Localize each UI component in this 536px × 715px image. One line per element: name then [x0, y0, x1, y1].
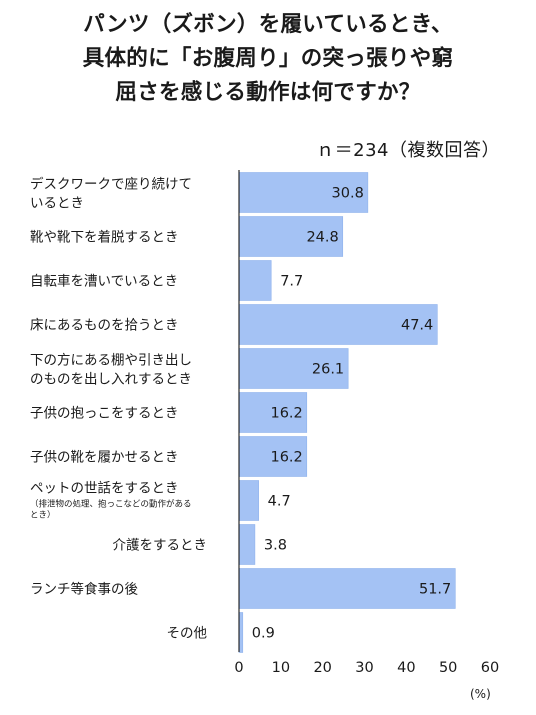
category-label: 子供の靴を履かせるとき — [30, 450, 179, 466]
x-tick-label: 50 — [439, 660, 457, 676]
category-label: ペットの世話をするとき — [30, 480, 179, 497]
value-label: 30.8 — [332, 186, 364, 202]
category-label: その他 — [167, 626, 208, 642]
category-note: とき） — [30, 510, 56, 521]
category-label: デスクワークで座り続けて — [30, 176, 192, 193]
bar — [238, 304, 438, 345]
category-label: ランチ等食事の後 — [30, 581, 138, 598]
value-labels: 30.8 24.8 7.7 47.4 26.1 16.2 16.2 4.7 3.8 51.7 0.9 — [252, 186, 452, 642]
category-label: 床にあるものを拾うとき — [30, 318, 179, 334]
value-label: 4.7 — [268, 494, 291, 510]
bar — [238, 612, 244, 653]
chart-subtitle: ｎ＝234（複数回答） — [316, 140, 500, 161]
value-label: 51.7 — [419, 582, 451, 598]
category-label: のものを出し入れするとき — [30, 372, 192, 388]
value-label: 3.8 — [264, 538, 287, 554]
value-label: 24.8 — [306, 230, 338, 246]
bar — [238, 260, 272, 301]
bar — [238, 436, 308, 477]
value-label: 16.2 — [270, 450, 302, 466]
title-line: 具体的に「お腹周り」の突っ張りや窮 — [82, 46, 454, 71]
x-tick-label: 30 — [355, 660, 373, 676]
value-label: 7.7 — [280, 274, 303, 290]
bar — [238, 348, 349, 389]
category-label: 自転車を漕いでいるとき — [30, 274, 178, 290]
x-tick-label: 60 — [481, 660, 499, 676]
x-tick-label: 20 — [313, 660, 331, 676]
x-tick-label: 40 — [397, 660, 415, 676]
category-label: 子供の抱っこをするとき — [30, 406, 179, 422]
value-label: 0.9 — [252, 626, 275, 642]
x-axis: 0 10 20 30 40 50 60 — [234, 170, 499, 676]
x-tick-label: 0 — [234, 660, 243, 676]
category-label: 介護をするとき — [113, 538, 208, 554]
bar — [238, 524, 256, 565]
bar — [238, 392, 308, 433]
category-label: いるとき — [30, 196, 84, 212]
title-line: 屈さを感じる動作は何ですか？ — [115, 80, 421, 105]
category-label: 靴や靴下を着脱するとき — [30, 229, 179, 246]
category-note: （排泄物の処理、抱っこなどの動作がある — [30, 499, 192, 510]
bars-group — [238, 172, 456, 653]
value-label: 26.1 — [312, 362, 344, 378]
x-tick-label: 10 — [272, 660, 290, 676]
category-labels: デスクワークで座り続けているとき靴や靴下を着脱するとき自転車を漕いでいるとき床に… — [30, 176, 207, 642]
chart-title: パンツ（ズボン）を履いているとき、 具体的に「お腹周り」の突っ張りや窮 屈さを感じる… — [0, 8, 536, 110]
title-line: パンツ（ズボン）を履いているとき、 — [83, 12, 453, 37]
bar — [238, 568, 456, 609]
category-label: 下の方にある棚や引き出し — [30, 353, 192, 369]
bar — [238, 480, 259, 521]
x-axis-unit: (%) — [470, 687, 491, 701]
value-label: 47.4 — [401, 318, 433, 334]
value-label: 16.2 — [270, 406, 302, 422]
